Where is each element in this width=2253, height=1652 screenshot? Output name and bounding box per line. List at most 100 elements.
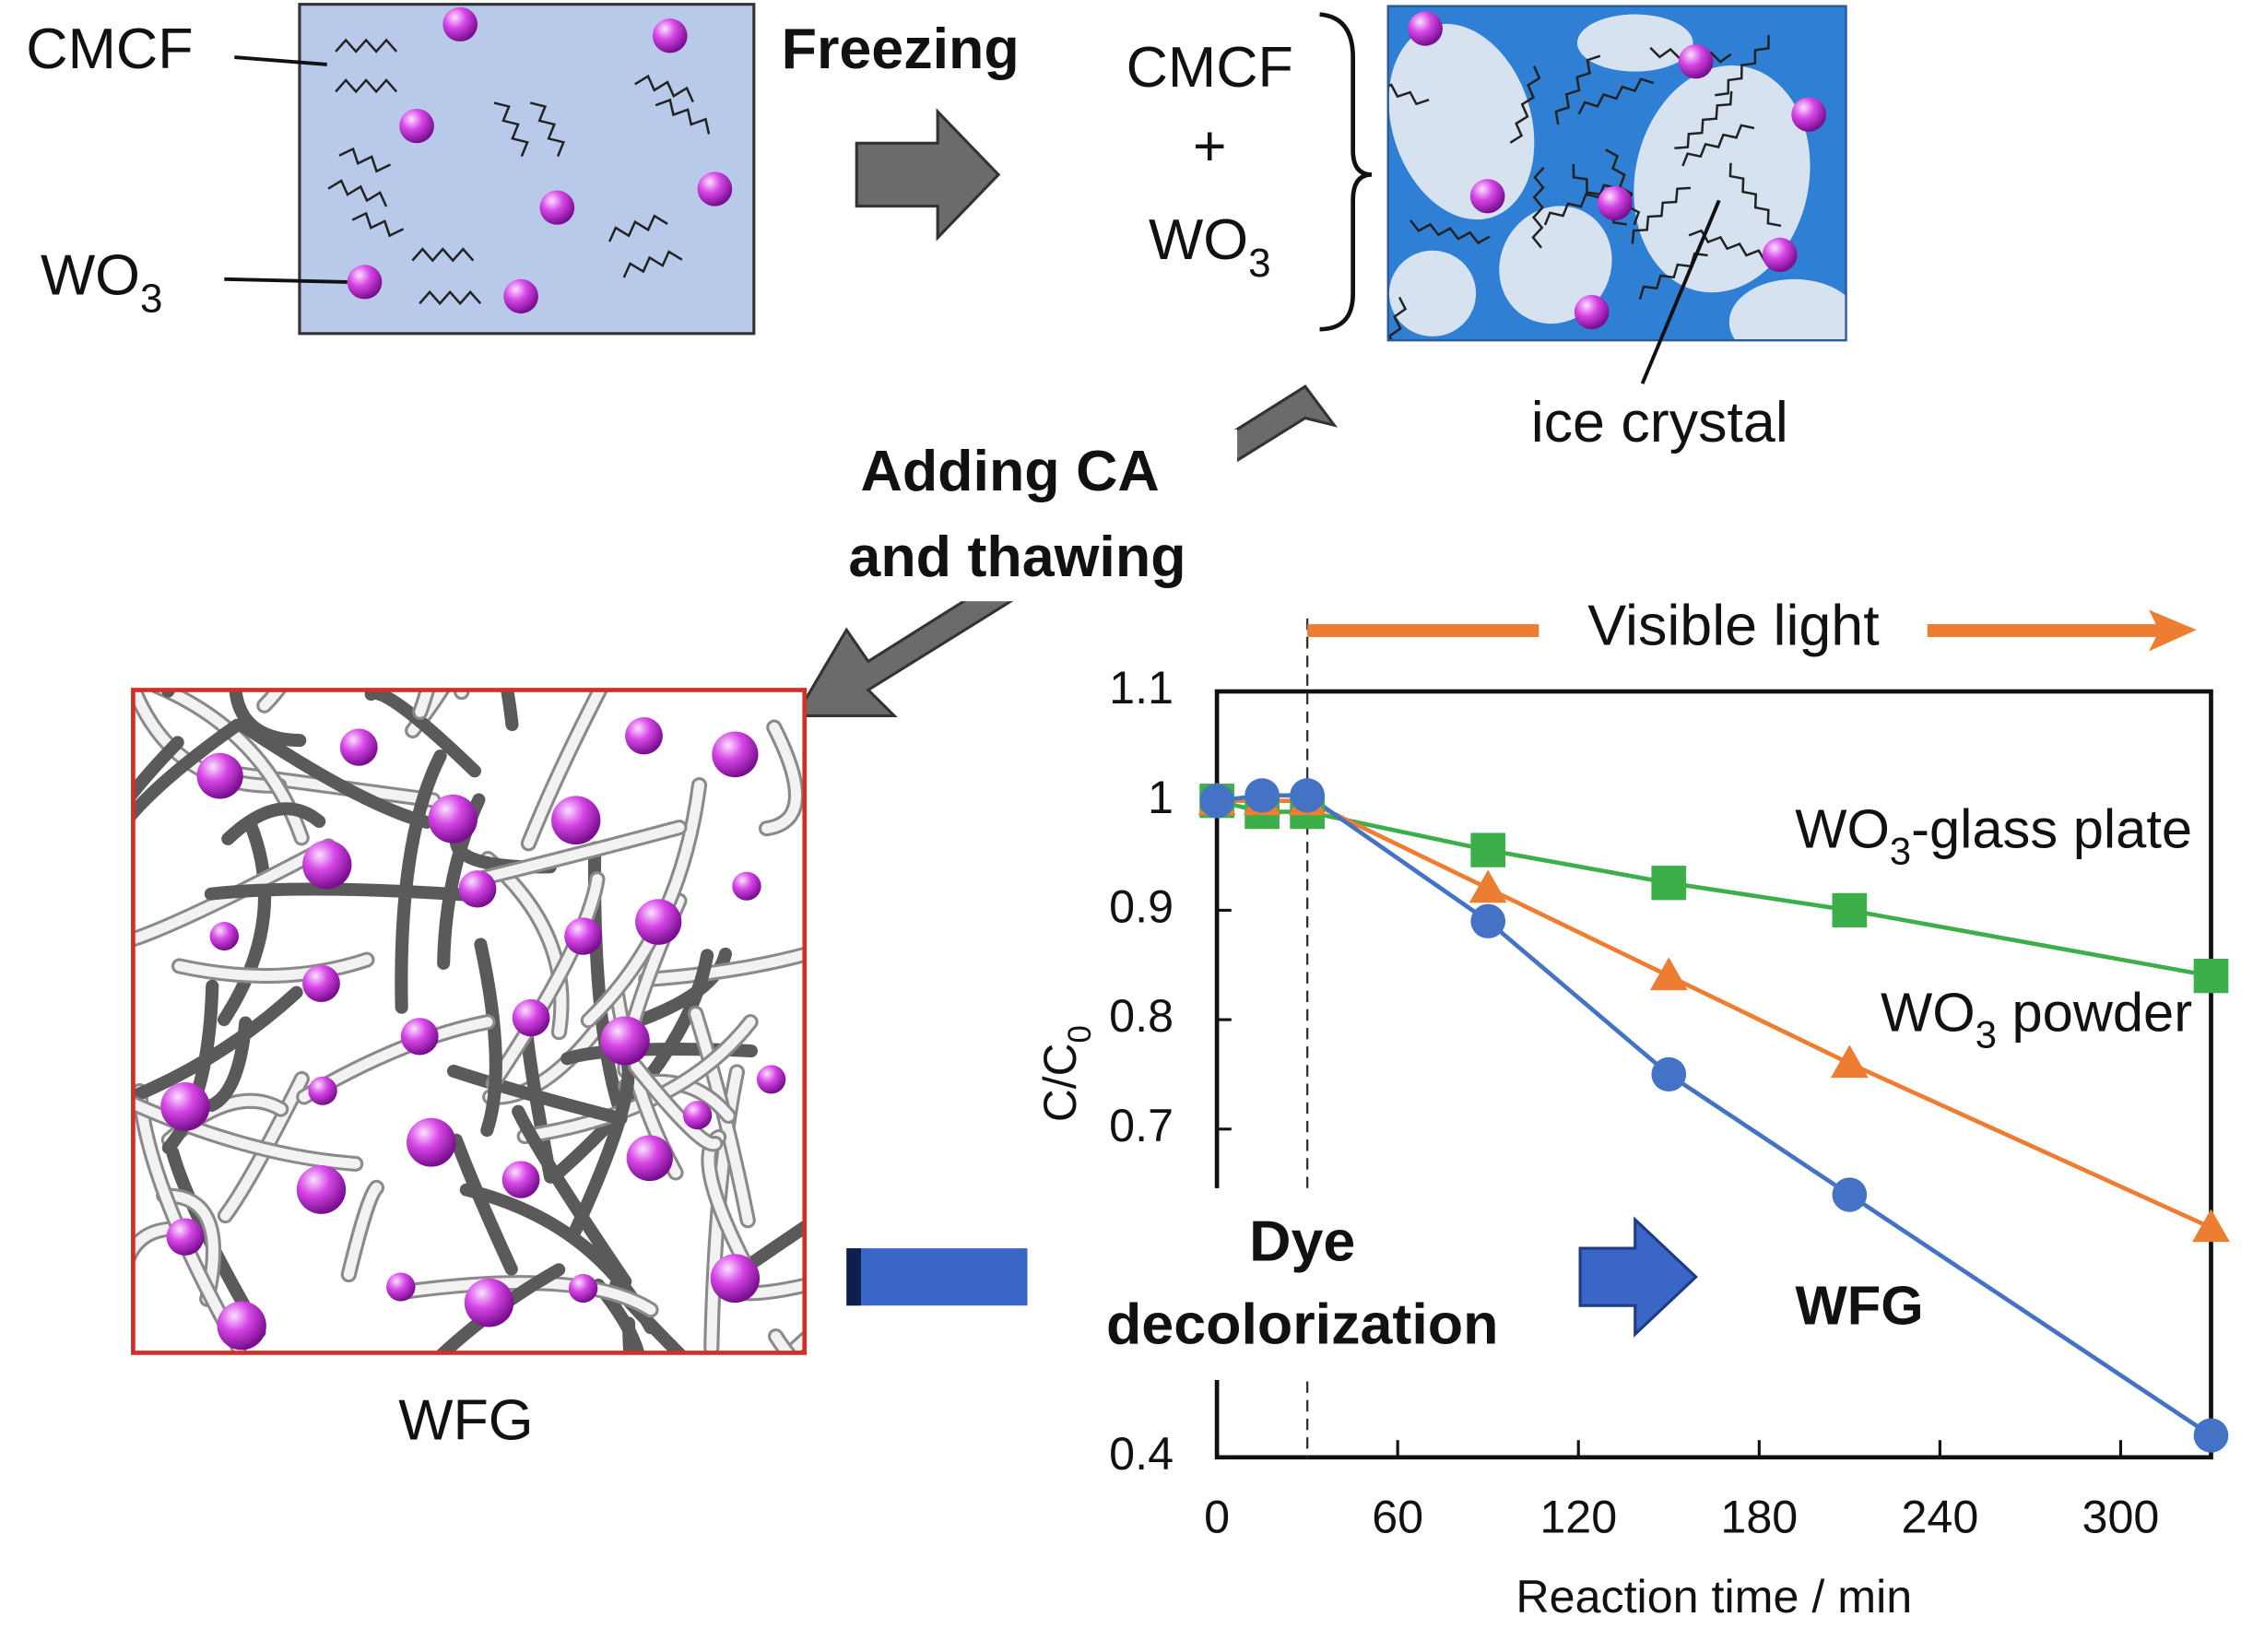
chart: 0 60 120 180 240 300 0.4 0.7 0.8 0.9 1 1.1 Reaction … — [1034, 594, 2230, 1622]
x-tick-label: 240 — [1901, 1492, 1978, 1543]
particle — [1574, 294, 1610, 330]
gel-fiber — [641, 949, 805, 985]
y-axis-label: C/C0 — [1034, 1025, 1098, 1122]
label-backdrop — [803, 429, 1238, 602]
step-label: Adding CA — [861, 439, 1160, 503]
marker — [1649, 957, 1688, 991]
particle — [399, 109, 434, 144]
gel-label: WFG — [398, 1388, 533, 1453]
particle — [386, 1272, 416, 1302]
particle — [339, 728, 378, 766]
particle — [308, 1076, 337, 1105]
marker — [1290, 778, 1325, 813]
marker — [1832, 892, 1868, 928]
fiber — [1543, 183, 1618, 226]
gel-fiber — [343, 1182, 382, 1280]
gel-fiber — [204, 882, 491, 903]
leader-line — [224, 277, 348, 284]
series-label: WO3 powder — [1881, 981, 2192, 1056]
ice-crystal — [1388, 250, 1477, 336]
particle — [626, 1135, 673, 1182]
marker — [2193, 1418, 2229, 1453]
fiber — [1577, 77, 1655, 115]
gel-fiber — [159, 1190, 218, 1304]
particle — [1408, 11, 1443, 46]
gel-fiber — [134, 1086, 244, 1353]
particle — [682, 1101, 713, 1130]
marker — [1830, 1044, 1869, 1079]
gel-fiber — [446, 1064, 628, 1126]
particle — [1791, 97, 1826, 132]
marker — [2193, 958, 2229, 994]
gel-fiber — [568, 1052, 635, 1238]
x-axis-label: Reaction time / min — [1516, 1571, 1912, 1622]
arrow — [855, 108, 1001, 242]
marker — [1470, 903, 1506, 938]
gel-fiber — [500, 690, 519, 732]
particle — [710, 1254, 761, 1304]
particle — [1762, 237, 1798, 273]
particle — [539, 190, 575, 225]
x-tick-label: 300 — [2082, 1492, 2160, 1543]
x-tick-label: 0 — [1204, 1492, 1230, 1543]
fiber — [607, 214, 668, 242]
arrow — [1578, 1216, 1698, 1338]
gel-fiber — [474, 938, 502, 1138]
arrow-tail — [846, 1248, 861, 1306]
y-tick-label: 0.8 — [1109, 990, 1174, 1042]
gel-fiber — [161, 690, 177, 698]
step-label: decolorization — [1106, 1292, 1499, 1357]
particle — [697, 171, 733, 206]
step-label: and thawing — [848, 525, 1185, 589]
particle — [600, 1016, 650, 1066]
ice-crystal — [1728, 278, 1846, 340]
light-label: Visible light — [1587, 594, 1879, 658]
gel-fiber — [591, 1279, 645, 1353]
step-label: Dye — [1249, 1210, 1355, 1274]
ice-crystal — [1388, 23, 1535, 220]
gel-fiber — [133, 736, 184, 804]
particle — [166, 1218, 205, 1256]
gel-fiber — [133, 1098, 361, 1169]
marker — [1651, 1056, 1687, 1092]
marker — [1199, 784, 1234, 819]
x-tick-label: 180 — [1720, 1492, 1798, 1543]
gel-fiber — [488, 874, 603, 1089]
label-backdrop — [1030, 1187, 1575, 1380]
gel-fiber — [479, 822, 685, 883]
fiber — [335, 38, 398, 53]
y-tick-label: 0.7 — [1109, 1100, 1174, 1151]
gel-fiber — [364, 690, 481, 778]
frozen-label: WO3 — [1149, 207, 1271, 286]
fiber — [622, 250, 683, 278]
ice-crystal — [1634, 65, 1811, 293]
gel-fiber — [523, 690, 606, 849]
gel-fiber — [133, 841, 334, 945]
fiber — [1674, 90, 1733, 150]
fiber — [327, 179, 388, 207]
dispersion-content — [327, 6, 733, 314]
marker — [2192, 1209, 2230, 1243]
fiber — [1509, 65, 1541, 144]
gel-fiber — [485, 1018, 607, 1103]
gel-fiber — [621, 1316, 637, 1353]
particle — [512, 998, 550, 1037]
leader-line — [1640, 199, 1721, 384]
ice-crystal — [1576, 14, 1693, 72]
particle — [712, 731, 759, 778]
particle — [625, 716, 663, 755]
gel-fiber — [551, 949, 714, 1180]
marker — [1470, 832, 1506, 867]
marker — [1244, 778, 1280, 813]
light-arrow — [1307, 624, 1539, 638]
gel-fiber — [453, 690, 470, 701]
fiber — [351, 211, 405, 238]
fiber — [634, 74, 694, 103]
gel-fiber — [205, 1016, 253, 1112]
particle — [442, 6, 478, 42]
ice-label: ice crystal — [1531, 390, 1788, 454]
gel-fiber — [174, 954, 372, 981]
fiber — [419, 289, 482, 306]
plot-frame — [1214, 689, 2213, 1460]
particle — [296, 1165, 347, 1214]
